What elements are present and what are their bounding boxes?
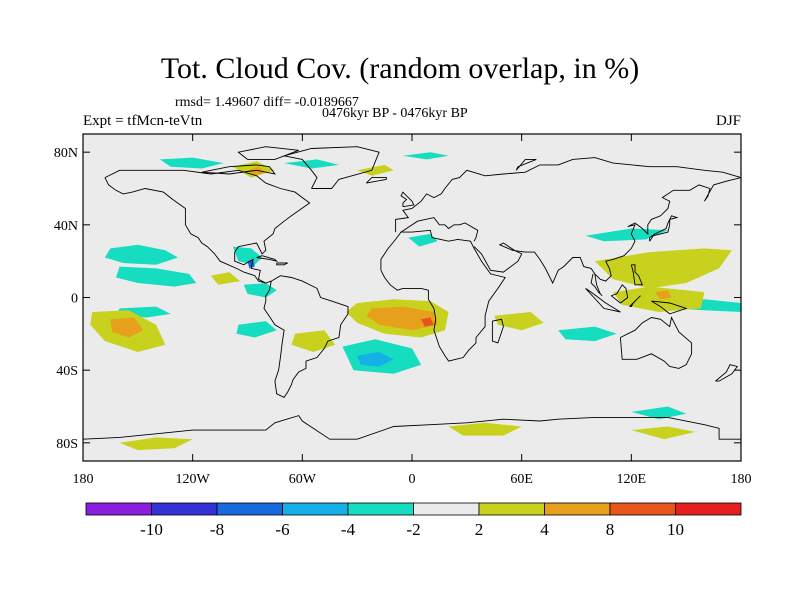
coastline-23 [276, 262, 288, 266]
colorbar-swatch-0 [85, 502, 152, 516]
colorbar-swatch-9 [675, 502, 742, 516]
coastline-3 [395, 157, 742, 233]
period-label: 0476kyr BP - 0476kyr BP [322, 106, 468, 121]
coastline-16 [630, 264, 643, 286]
anomaly-region-29 [247, 166, 266, 176]
x-tick-label-1: 120W [176, 472, 211, 487]
x-tick-label-0: 180 [73, 472, 94, 487]
colorbar-label-0: -10 [140, 520, 163, 539]
colorbar-swatch-2 [216, 502, 283, 516]
coastline-4 [400, 217, 479, 242]
colorbar-label-4: -2 [406, 520, 420, 539]
anomaly-region-2 [232, 246, 263, 265]
colorbar-label-8: 10 [667, 520, 684, 539]
season-label: DJF [715, 113, 741, 129]
coastline-22 [256, 255, 279, 263]
anomaly-region-7 [402, 152, 449, 160]
coastline-21 [237, 146, 299, 160]
colorbar-label-3: -4 [341, 520, 356, 539]
anomaly-region-0 [104, 244, 178, 265]
coastlines [82, 146, 742, 440]
anomaly-region-27 [494, 312, 544, 331]
anomaly-region-30 [357, 164, 394, 176]
anomaly-region-5 [159, 157, 224, 169]
coastline-18 [715, 364, 739, 382]
anomaly-region-11 [357, 352, 394, 367]
x-tick-label-3: 0 [409, 472, 416, 487]
colorbar-label-2: -6 [275, 520, 289, 539]
coastline-10 [649, 215, 679, 242]
anomaly-region-24 [594, 248, 732, 289]
coastline-7 [619, 316, 693, 369]
colorbar-swatch-3 [282, 502, 349, 516]
colorbar-swatch-6 [478, 502, 545, 516]
colorbar-swatch-7 [544, 502, 611, 516]
coastline-19 [365, 177, 387, 184]
colorbar-swatch-4 [347, 502, 414, 516]
chart-title: Tot. Cloud Cov. (random overlap, in %) [160, 52, 640, 85]
y-tick-label-2: 0 [71, 292, 78, 307]
coastline-9 [82, 415, 741, 440]
x-tick-label-4: 60E [510, 472, 533, 487]
colorbar-label-6: 4 [540, 520, 549, 539]
colorbar-swatch-8 [609, 502, 676, 516]
anomaly-region-21 [421, 317, 434, 327]
y-tick-label-4: 80S [56, 437, 78, 452]
coastline-12 [585, 288, 621, 313]
y-tick-label-1: 40N [54, 219, 78, 234]
anomaly-region-23 [210, 272, 241, 285]
anomaly-region-6 [284, 159, 339, 169]
coastline-15 [651, 300, 688, 315]
coastline-11 [400, 191, 415, 208]
coastline-14 [629, 295, 641, 308]
coastline-24 [515, 158, 537, 171]
coastline-17 [491, 318, 504, 344]
colorbar-label-1: -8 [210, 520, 224, 539]
anomaly-region-32 [448, 422, 522, 436]
y-tick-label-0: 80N [54, 146, 78, 161]
coastline-13 [610, 284, 629, 304]
anomaly-regions [90, 152, 741, 451]
x-tick-label-5: 120E [617, 472, 647, 487]
x-tick-label-2: 60W [289, 472, 317, 487]
anomaly-region-20 [366, 306, 438, 331]
anomaly-region-15 [585, 228, 668, 242]
anomaly-region-31 [119, 437, 193, 451]
anomaly-region-9 [236, 321, 277, 338]
coastline-1 [263, 275, 349, 398]
x-tick-label-6: 180 [731, 472, 752, 487]
coastline-6 [590, 273, 603, 297]
coastline-5 [473, 177, 742, 285]
y-tick-label-3: 40S [56, 364, 78, 379]
coastline-8 [283, 146, 380, 189]
coastline-20 [201, 164, 276, 175]
colorbar-swatch-1 [151, 502, 218, 516]
anomaly-region-33 [631, 426, 696, 440]
anomaly-region-18 [110, 317, 144, 338]
experiment-label: Expt = tfMcn-teVtn [83, 113, 203, 129]
colorbar-swatch-5 [413, 502, 480, 516]
anomaly-region-14 [408, 233, 438, 247]
anomaly-region-22 [291, 330, 336, 352]
anomaly-region-12 [558, 326, 617, 342]
colorbar: -10 -8 -6 -4 -2 2 4 8 10 [85, 502, 742, 539]
anomaly-region-25 [613, 286, 705, 312]
map-axes: 180 120W 60W 0 60E 120E 180 80N 40N 0 40S 80S [54, 134, 752, 487]
coastline-2 [380, 229, 506, 362]
anomaly-region-26 [655, 290, 672, 300]
anomaly-region-1 [115, 266, 197, 287]
colorbar-label-7: 8 [606, 520, 615, 539]
colorbar-label-5: 2 [475, 520, 484, 539]
anomaly-region-16 [631, 406, 687, 420]
coastline-0 [104, 169, 311, 284]
anomaly-region-3 [243, 283, 277, 298]
stats-line: rmsd= 1.49607 diff= -0.0189667 [175, 95, 359, 110]
